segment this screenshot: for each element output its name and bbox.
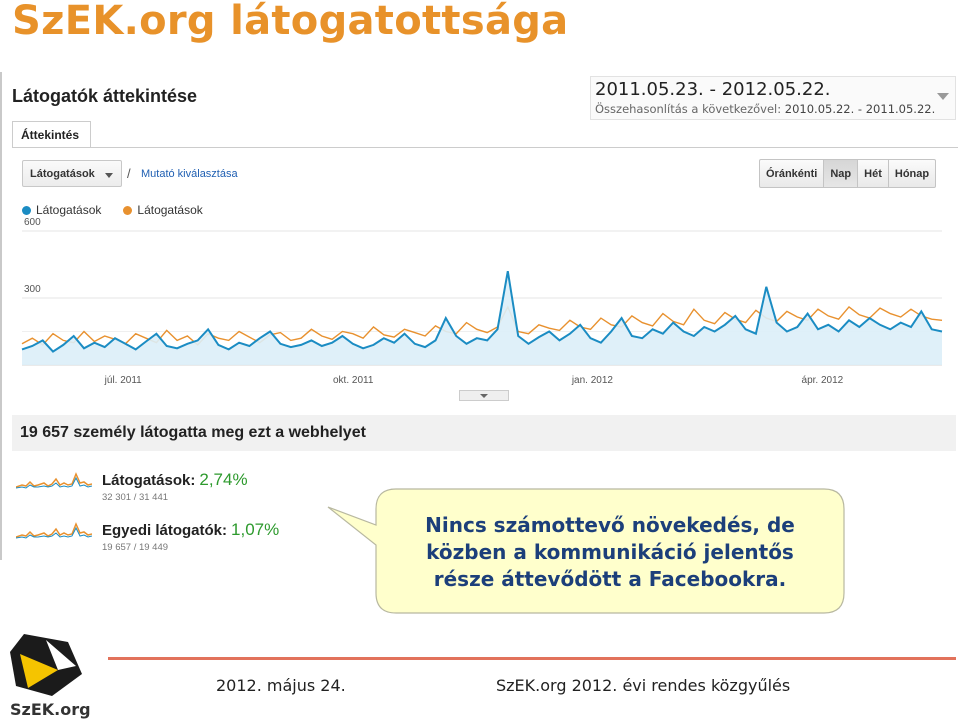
metric-select-label: Látogatások xyxy=(30,168,95,180)
page-title: Látogatók áttekintése xyxy=(12,86,198,106)
metric-subvalue: 32 301 / 31 441 xyxy=(102,492,169,503)
chevron-down-icon xyxy=(105,173,113,178)
legend-item-current: Látogatások xyxy=(22,203,101,217)
compare-label: Összehasonlítás a következővel: xyxy=(595,102,782,116)
footer-date: 2012. május 24. xyxy=(216,676,346,695)
x-tick-label: ápr. 2012 xyxy=(802,375,844,386)
sparkline-unique-visitors xyxy=(16,522,92,539)
series-area-current xyxy=(22,271,942,365)
slide-title: SzEK.org látogatottsága xyxy=(12,0,569,44)
metric-name: Látogatások: xyxy=(102,472,196,489)
callout-line: része áttevődött a Facebookra. xyxy=(433,567,787,591)
x-tick-label: júl. 2011 xyxy=(104,375,143,386)
tab-overview[interactable]: Áttekintés xyxy=(12,121,91,148)
compare-range: 2010.05.22. - 2011.05.22. xyxy=(784,102,936,116)
chart-resize-handle[interactable] xyxy=(459,390,509,401)
select-metric-link[interactable]: Mutató kiválasztása xyxy=(141,168,238,180)
visits-line-chart: 600 300 júl. 2011 okt. 2011 jan. 2012 ápr. 20… xyxy=(21,217,943,386)
callout-line: Nincs számottevő növekedés, de xyxy=(425,513,795,537)
x-tick-label: okt. 2011 xyxy=(333,375,374,386)
series-line-previous xyxy=(21,305,943,346)
szek-logo-icon xyxy=(10,634,82,696)
sparkline-visits xyxy=(16,472,92,489)
date-range-picker[interactable]: 2011.05.23. - 2012.05.22. Összehasonlítá… xyxy=(590,76,956,120)
metric-subvalue: 19 657 / 19 449 xyxy=(102,542,169,553)
chevron-down-icon[interactable] xyxy=(937,93,949,100)
chevron-down-icon xyxy=(480,394,488,398)
panel-edge xyxy=(0,72,2,560)
legend-dot-icon xyxy=(123,205,133,215)
date-range: 2011.05.23. - 2012.05.22. xyxy=(595,79,831,100)
metric-label: Látogatások: 2,74% xyxy=(102,470,248,490)
callout-line: közben a kommunikáció jelentős xyxy=(426,540,794,564)
granularity-month-button[interactable]: Hónap xyxy=(887,159,937,188)
separator-slash: / xyxy=(127,166,131,181)
metric-select[interactable]: Látogatások xyxy=(22,160,122,187)
footer-event: SzEK.org 2012. évi rendes közgyűlés xyxy=(496,676,791,695)
chart-legend: Látogatások Látogatások xyxy=(22,203,225,217)
compare-range-line: Összehasonlítás a következővel: 2010.05.… xyxy=(595,102,935,116)
footer-divider xyxy=(108,657,956,660)
x-tick-label: jan. 2012 xyxy=(571,375,614,386)
logo-text: SzEK.org xyxy=(10,700,91,719)
callout-text: Nincs számottevő növekedés, de közben a … xyxy=(380,512,840,593)
granularity-week-button[interactable]: Hét xyxy=(857,159,889,188)
granularity-day-button[interactable]: Nap xyxy=(823,159,859,188)
callout-bubble xyxy=(327,488,845,614)
people-summary: 19 657 személy látogatta meg ezt a webhe… xyxy=(12,415,956,451)
legend-item-previous: Látogatások xyxy=(123,203,203,217)
y-tick-label: 300 xyxy=(24,284,41,295)
metric-name: Egyedi látogatók: xyxy=(102,522,228,539)
metric-label: Egyedi látogatók: 1,07% xyxy=(102,520,279,540)
legend-dot-icon xyxy=(22,205,31,215)
y-tick-label: 600 xyxy=(24,217,41,228)
granularity-hourly-button[interactable]: Óránkénti xyxy=(759,159,825,188)
analytics-panel xyxy=(0,70,960,560)
legend-label: Látogatások xyxy=(36,203,102,217)
granularity-buttons: Óránkénti Nap Hét Hónap xyxy=(759,159,937,188)
series-line-current xyxy=(21,271,943,353)
tab-divider xyxy=(12,147,958,148)
legend-label: Látogatások xyxy=(137,203,203,217)
metric-pct: 2,74% xyxy=(199,470,248,489)
metric-pct: 1,07% xyxy=(231,520,280,539)
